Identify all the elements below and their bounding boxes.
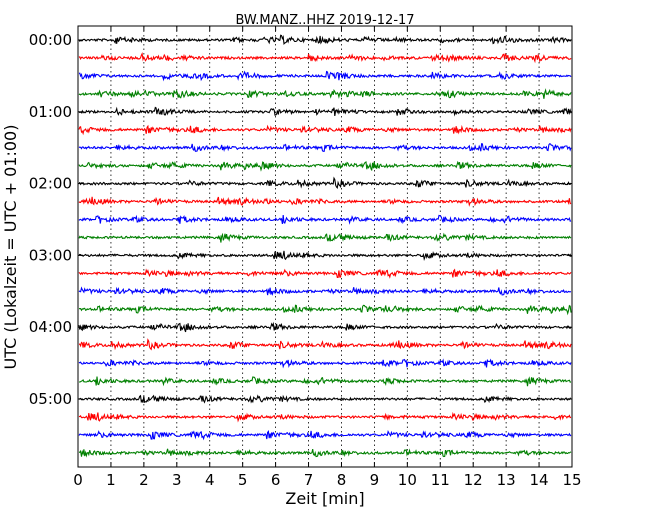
y-tick-label: 02:00 — [29, 175, 72, 193]
x-axis-label: Zeit [min] — [285, 489, 364, 508]
trace-line — [78, 196, 572, 207]
x-axis: 0 1 2 3 4 5 6 7 8 9 10 11 12 13 14 15 — [73, 26, 582, 489]
trace-line — [78, 411, 572, 423]
trace-line — [78, 268, 572, 279]
x-tick-label: 4 — [205, 471, 215, 489]
x-tick-label: 1 — [106, 471, 116, 489]
trace-line — [78, 160, 572, 172]
trace-line — [78, 394, 572, 404]
x-tick-label: 0 — [73, 471, 83, 489]
trace-line — [78, 176, 572, 190]
x-tick-label: 9 — [370, 471, 380, 489]
x-tick-label: 3 — [172, 471, 182, 489]
y-tick-label: 00:00 — [29, 31, 72, 49]
y-tick-label: 01:00 — [29, 103, 72, 121]
y-tick-label: 03:00 — [29, 246, 72, 264]
trace-line — [78, 124, 572, 136]
trace-line — [78, 250, 572, 261]
trace-line — [78, 51, 572, 64]
grid-lines — [110, 26, 540, 467]
trace-line — [79, 376, 572, 387]
x-tick-label: 15 — [562, 471, 581, 489]
trace-line — [78, 214, 572, 225]
trace-line — [78, 338, 572, 351]
y-tick-label: 04:00 — [29, 318, 72, 336]
trace-line — [78, 143, 572, 152]
x-tick-label: 7 — [304, 471, 314, 489]
trace-line — [78, 304, 572, 316]
trace-line — [78, 286, 572, 297]
x-tick-label: 5 — [238, 471, 248, 489]
trace-group — [78, 34, 572, 458]
x-tick-label: 12 — [464, 471, 483, 489]
x-tick-label: 8 — [337, 471, 347, 489]
plot-frame — [77, 25, 573, 468]
trace-line — [78, 34, 571, 45]
x-tick-label: 14 — [530, 471, 549, 489]
x-tick-label: 2 — [139, 471, 149, 489]
y-tick-label: 05:00 — [29, 390, 72, 408]
x-tick-label: 6 — [271, 471, 281, 489]
x-tick-label: 10 — [398, 471, 417, 489]
x-tick-label: 11 — [431, 471, 450, 489]
trace-line — [78, 429, 572, 441]
y-axis-label: UTC (Lokalzeit = UTC + 01:00) — [1, 125, 20, 370]
trace-line — [78, 232, 572, 243]
trace-line — [78, 448, 572, 458]
y-axis: 00:00 01:00 02:00 03:00 04:00 05:00 — [29, 31, 572, 408]
trace-line — [78, 321, 572, 333]
chart-title: BW.MANZ..HHZ 2019-12-17 — [235, 13, 414, 28]
trace-line — [78, 358, 572, 369]
trace-line — [78, 106, 572, 117]
trace-line — [78, 70, 572, 82]
trace-line — [78, 88, 572, 99]
x-tick-label: 13 — [497, 471, 516, 489]
